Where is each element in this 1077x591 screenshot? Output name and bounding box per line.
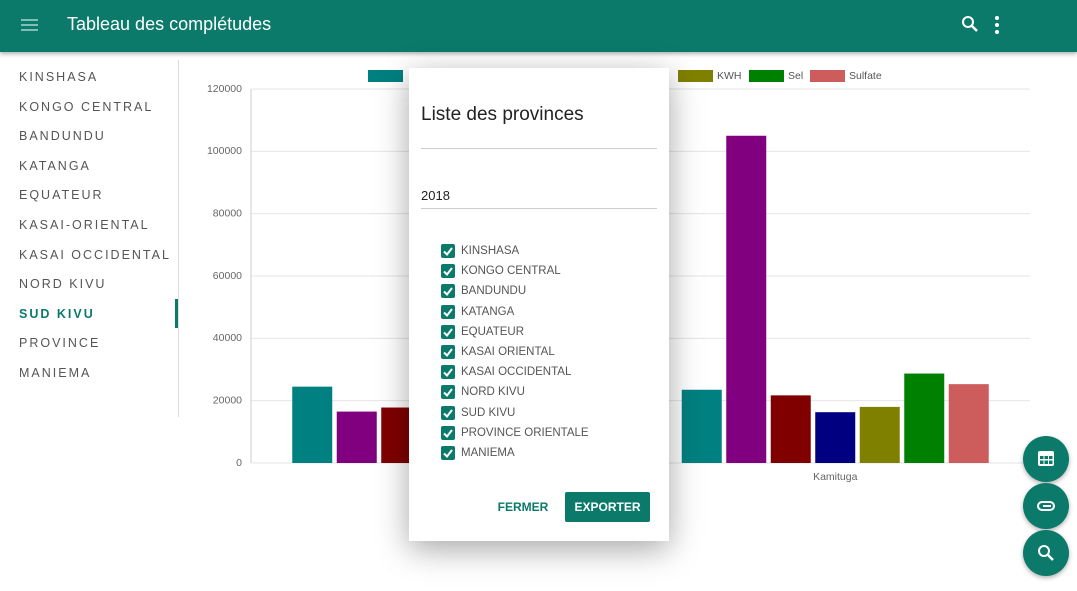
y-tick-label: 20000: [213, 394, 242, 406]
attach-icon: [1037, 501, 1055, 511]
bar: [904, 373, 945, 463]
active-indicator: [175, 298, 178, 328]
legend-swatch: [368, 70, 403, 82]
checkbox-label: KATANGA: [461, 305, 515, 318]
legend-swatch: [749, 70, 784, 82]
checkbox-label: KASAI OCCIDENTAL: [461, 366, 572, 379]
check-mark: [443, 408, 453, 418]
sidebar-item[interactable]: KINSHASA: [19, 70, 99, 84]
bar: [726, 135, 767, 463]
check-mark: [443, 348, 453, 358]
bar: [859, 406, 900, 463]
legend-label: KWH: [717, 70, 742, 82]
sidebar-item[interactable]: KASAI OCCIDENTAL: [19, 247, 171, 262]
table-fab[interactable]: [1023, 436, 1069, 482]
checkbox[interactable]: [441, 405, 455, 420]
y-tick-label: 40000: [213, 332, 242, 344]
field-underline: [421, 208, 657, 209]
bar: [770, 395, 811, 463]
y-tick-label: 120000: [207, 83, 242, 95]
sidebar-item[interactable]: KONGO CENTRAL: [19, 99, 154, 114]
dialog: Liste des provinces 2018 KINSHASA KONGO C…: [409, 68, 669, 541]
check-mark: [443, 287, 453, 297]
export-button[interactable]: EXPORTER: [565, 492, 650, 522]
checkbox[interactable]: [441, 425, 455, 440]
search-fab[interactable]: [1023, 530, 1069, 576]
sidebar-item[interactable]: PROVINCE: [19, 336, 101, 351]
bar: [948, 384, 989, 463]
legend-swatch: [810, 70, 845, 82]
checkbox[interactable]: [441, 284, 455, 299]
checkbox[interactable]: [441, 324, 455, 339]
legend-label: Sel: [788, 70, 803, 82]
sidebar-item[interactable]: NORD KIVU: [19, 277, 107, 292]
app-bar-icons: [21, 16, 999, 34]
sidebar-item[interactable]: KASAI-ORIENTAL: [19, 218, 150, 232]
bar: [681, 389, 722, 463]
dialog-title: Liste des provinces: [421, 104, 584, 125]
y-tick-label: 80000: [213, 207, 242, 219]
checkbox-label: EQUATEUR: [461, 325, 525, 338]
divider: [421, 148, 657, 149]
menu-button[interactable]: [21, 19, 38, 31]
checkbox[interactable]: [441, 446, 455, 460]
x-tick-label: Kamituga: [813, 471, 858, 483]
checkbox[interactable]: [441, 385, 455, 400]
app-title: Tableau des complétudes: [67, 14, 272, 34]
table-icon: [1038, 451, 1054, 466]
checkbox-label: KONGO CENTRAL: [461, 265, 561, 278]
check-mark: [443, 247, 453, 257]
more-button[interactable]: [995, 16, 999, 34]
checkbox[interactable]: [441, 264, 455, 279]
check-mark: [443, 429, 453, 438]
checkbox-label: PROVINCE ORIENTALE: [461, 426, 589, 439]
year-field[interactable]: 2018: [421, 188, 450, 203]
sidebar: KINSHASA KONGO CENTRAL BANDUNDU KATANGA EQUA…: [0, 60, 179, 417]
legend-label: Sulfate: [849, 70, 882, 82]
y-tick-label: 60000: [213, 270, 242, 282]
check-mark: [443, 328, 453, 337]
check-mark: [443, 388, 453, 398]
y-tick-label: 0: [236, 457, 242, 469]
bar: [292, 386, 333, 463]
search-icon: [1038, 545, 1054, 561]
y-tick-label: 100000: [207, 145, 242, 157]
sidebar-item[interactable]: MANIEMA: [19, 366, 92, 380]
checkbox-label: KASAI ORIENTAL: [461, 346, 555, 358]
checkbox[interactable]: [441, 345, 455, 359]
legend-swatch: [678, 70, 713, 82]
close-button[interactable]: FERMER: [497, 500, 549, 514]
check-mark: [443, 267, 453, 277]
sidebar-item[interactable]: SUD KIVU: [19, 306, 95, 321]
sidebar-item[interactable]: EQUATEUR: [19, 188, 104, 203]
app-bar: Tableau des complétudes: [0, 0, 1077, 52]
checkbox-label: MANIEMA: [461, 447, 515, 459]
sidebar-item[interactable]: KATANGA: [19, 158, 91, 173]
check-mark: [443, 449, 453, 459]
checkbox[interactable]: [441, 244, 455, 258]
bar: [815, 412, 856, 463]
search-button[interactable]: [962, 16, 978, 32]
bar: [336, 411, 377, 463]
checkbox[interactable]: [441, 365, 455, 380]
check-mark: [443, 368, 453, 378]
attach-fab[interactable]: [1023, 483, 1069, 529]
checkbox-label: SUD KIVU: [461, 406, 516, 419]
checkbox-label: NORD KIVU: [461, 386, 525, 399]
sidebar-item[interactable]: BANDUNDU: [19, 129, 106, 144]
checkbox-label: KINSHASA: [461, 245, 520, 257]
check-mark: [443, 307, 453, 317]
checkbox[interactable]: [441, 304, 455, 319]
checkbox-label: BANDUNDU: [461, 285, 527, 298]
